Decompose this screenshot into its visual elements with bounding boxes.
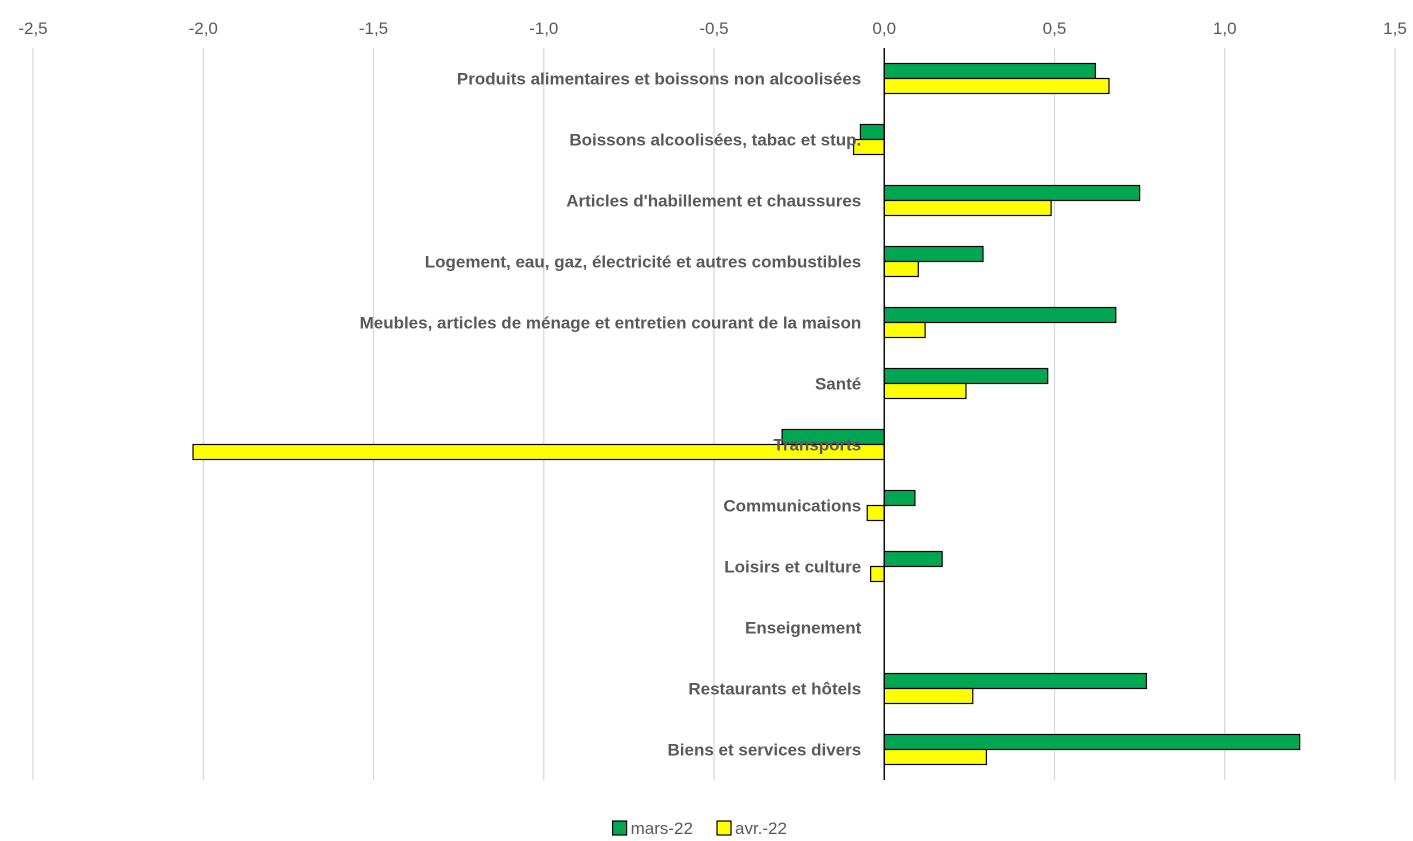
legend-label: mars-22 bbox=[631, 819, 693, 838]
bar-avr.-22 bbox=[883, 260, 919, 278]
x-tick-label: -2,5 bbox=[18, 19, 47, 38]
category-label: Communications bbox=[723, 497, 861, 516]
bar-avr.-22 bbox=[883, 77, 1110, 95]
x-tick-label: -1,5 bbox=[359, 19, 388, 38]
gridlines bbox=[32, 48, 1396, 780]
x-tick-labels: -2,5 -2,0 -1,5 -1,0 -0,5 0,0 0,5 1,0 1,5 bbox=[18, 19, 1406, 38]
bar-avr.-22 bbox=[883, 748, 988, 766]
bar-mars-22 bbox=[883, 62, 1096, 80]
bar-avr.-22 bbox=[883, 687, 974, 705]
bar-avr.-22 bbox=[870, 565, 885, 583]
category-label: Restaurants et hôtels bbox=[688, 680, 861, 699]
bar-avr.-22 bbox=[883, 382, 967, 400]
category-label: Logement, eau, gaz, électricité et autre… bbox=[425, 253, 861, 272]
x-tick-label: 1,5 bbox=[1383, 19, 1407, 38]
bar-mars-22 bbox=[859, 123, 885, 141]
category-label: Boissons alcoolisées, tabac et stup. bbox=[569, 131, 861, 150]
category-label: Produits alimentaires et boissons non al… bbox=[457, 70, 861, 89]
x-tick-label: -1,0 bbox=[529, 19, 558, 38]
bar-avr.-22 bbox=[866, 504, 885, 522]
bar-avr.-22 bbox=[883, 321, 926, 339]
bar-mars-22 bbox=[883, 367, 1049, 385]
x-tick-label: -2,0 bbox=[189, 19, 218, 38]
bar-mars-22 bbox=[883, 245, 984, 263]
category-label: Biens et services divers bbox=[668, 741, 862, 760]
x-tick-label: 0,0 bbox=[872, 19, 896, 38]
bar-mars-22 bbox=[883, 672, 1148, 690]
legend-swatch bbox=[716, 820, 732, 836]
x-tick-label: 1,0 bbox=[1213, 19, 1237, 38]
x-tick-label: -0,5 bbox=[699, 19, 728, 38]
bars bbox=[192, 62, 1301, 766]
legend-label: avr.-22 bbox=[735, 819, 787, 838]
x-tick-label: 0,5 bbox=[1043, 19, 1067, 38]
category-label: Articles d'habillement et chaussures bbox=[566, 192, 861, 211]
bar-mars-22 bbox=[883, 550, 943, 568]
bar-avr.-22 bbox=[883, 199, 1052, 217]
category-label: Meubles, articles de ménage et entretien… bbox=[360, 314, 862, 333]
legend-swatch bbox=[611, 820, 628, 836]
bar-mars-22 bbox=[883, 733, 1301, 751]
bar-mars-22 bbox=[883, 184, 1141, 202]
bar-mars-22 bbox=[883, 489, 916, 507]
bar-mars-22 bbox=[883, 306, 1117, 324]
legend: mars-22 avr.-22 bbox=[611, 819, 787, 838]
category-label: Transports bbox=[773, 436, 861, 455]
category-label: Loisirs et culture bbox=[724, 558, 861, 577]
category-label: Santé bbox=[815, 375, 861, 394]
category-labels: Produits alimentaires et boissons non al… bbox=[360, 70, 862, 760]
category-label: Enseignement bbox=[745, 619, 862, 638]
